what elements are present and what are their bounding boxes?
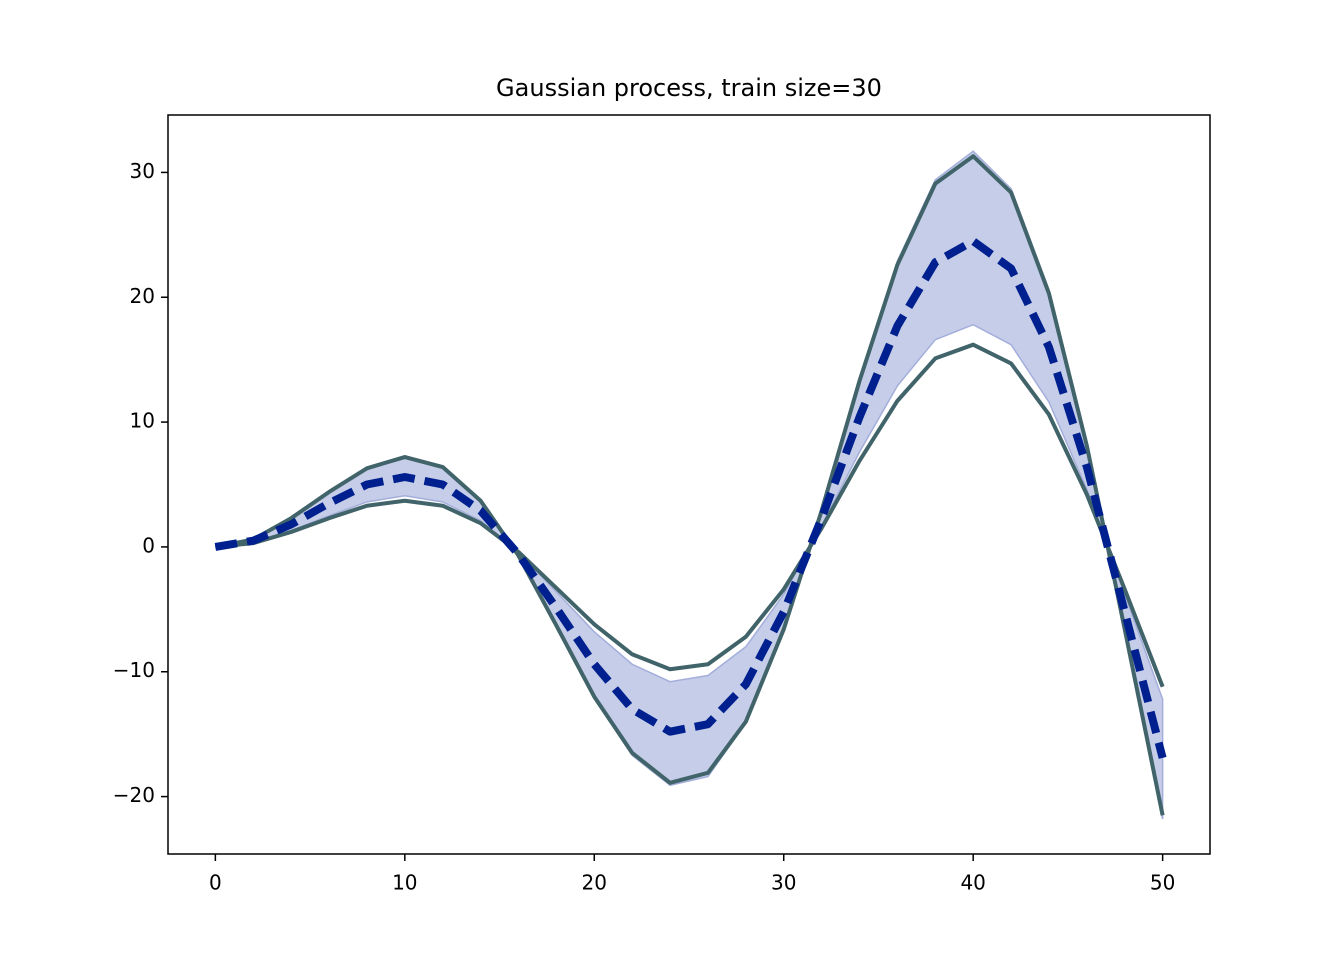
mean-line: [214, 237, 1167, 759]
x-tick-label: 0: [209, 871, 222, 895]
x-tick-label: 40: [960, 871, 985, 895]
y-tick-label: 10: [130, 409, 155, 433]
y-tick-label: −10: [113, 658, 155, 682]
x-tick-label: 50: [1150, 871, 1175, 895]
y-tick-label: 30: [130, 159, 155, 183]
x-tick-label: 10: [392, 871, 417, 895]
y-tick-label: 0: [142, 533, 155, 557]
y-tick-label: −20: [113, 783, 155, 807]
chart-title: Gaussian process, train size=30: [496, 74, 882, 102]
sample-line: [214, 154, 1165, 816]
x-tick-label: 30: [771, 871, 796, 895]
axes-frame: [167, 114, 1211, 855]
x-tick-label: 20: [582, 871, 607, 895]
sample-line: [215, 342, 1165, 688]
y-tick-label: 20: [130, 284, 155, 308]
